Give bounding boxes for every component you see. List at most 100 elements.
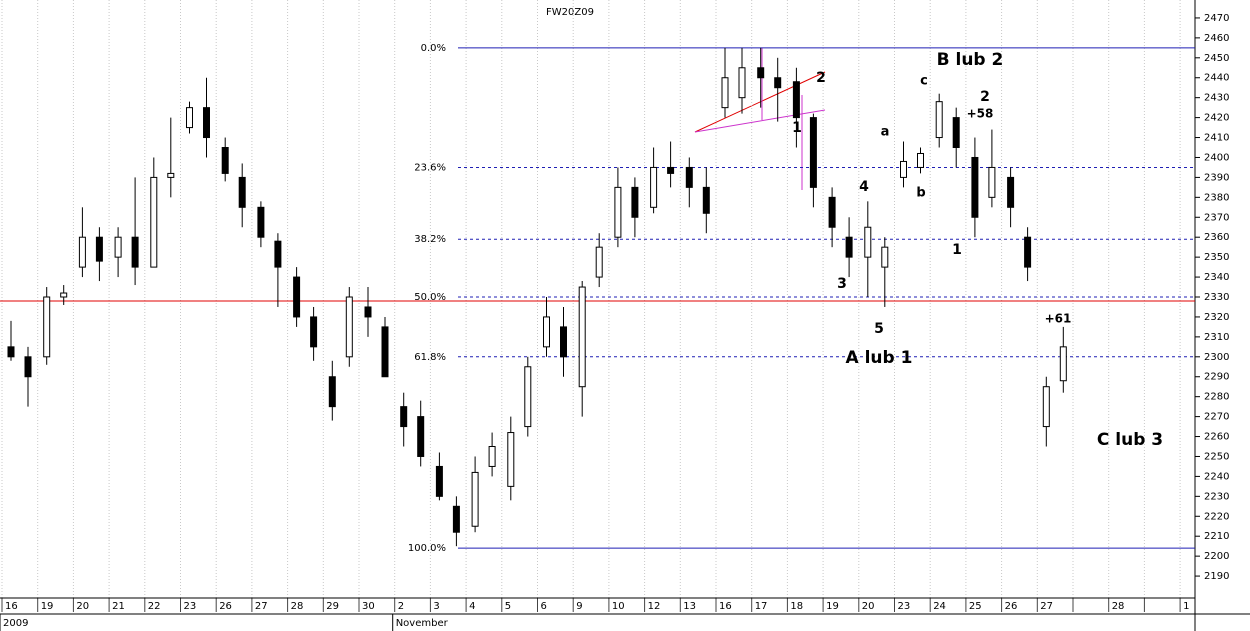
annotation: 1 (792, 120, 802, 136)
y-tick-label: 2430 (1204, 93, 1229, 104)
annotation: 1 (952, 242, 962, 258)
candle-body (864, 226, 872, 258)
x-tick-label: 2 (398, 601, 404, 612)
candle-body (114, 236, 122, 258)
y-tick-label: 2190 (1204, 571, 1229, 582)
x-tick-label: 22 (148, 601, 161, 612)
candle-body (1007, 176, 1015, 208)
annotation: +61 (1045, 312, 1072, 326)
y-tick-label: 2390 (1204, 172, 1229, 183)
trend-lines (694, 48, 826, 190)
x-tick-label: 24 (933, 601, 946, 612)
y-tick-label: 2370 (1204, 212, 1229, 223)
x-tick-label: 20 (862, 601, 875, 612)
candle-body (685, 166, 693, 188)
candle-body (328, 376, 336, 408)
annotation: 2 (816, 70, 826, 86)
y-tick-label: 2290 (1204, 372, 1229, 383)
candle-body (952, 117, 960, 149)
y-tick-label: 2210 (1204, 531, 1229, 542)
y-tick-label: 2320 (1204, 312, 1229, 323)
annotation: C lub 3 (1097, 430, 1163, 450)
y-tick-label: 2440 (1204, 73, 1229, 84)
candle-body (345, 296, 353, 358)
candle-body (221, 147, 229, 174)
annotation: a (881, 125, 890, 140)
y-tick-label: 2360 (1204, 232, 1229, 243)
candle-body (614, 186, 622, 238)
candle-body (95, 236, 103, 262)
candle-body (186, 107, 193, 129)
x-tick-label: 16 (719, 601, 732, 612)
y-tick-label: 2250 (1204, 451, 1229, 462)
candle-body (471, 471, 479, 527)
candle-body (381, 326, 389, 378)
x-tick-label: 13 (683, 601, 696, 612)
x-tick-label: 17 (755, 601, 768, 612)
x-tick-label: 28 (291, 601, 304, 612)
x-tick-label: 10 (612, 601, 625, 612)
candle-body (435, 465, 443, 497)
x-tick-label: 21 (112, 601, 125, 612)
candle-body (417, 416, 425, 457)
y-tick-label: 2230 (1204, 491, 1229, 502)
y-tick-label: 2410 (1204, 133, 1229, 144)
candle-body (203, 107, 210, 139)
candle-body (78, 236, 86, 268)
candle-body (809, 117, 817, 188)
annotation: 4 (859, 179, 869, 195)
candle-body (524, 366, 532, 428)
candle-body (167, 172, 175, 178)
candle-body (988, 166, 996, 198)
y-tick-label: 2420 (1204, 113, 1229, 124)
fib-level-label: 100.0% (408, 543, 446, 554)
x-tick-label: 12 (648, 601, 661, 612)
annotation: B lub 2 (937, 50, 1004, 70)
x-tick-label: 3 (433, 601, 439, 612)
candle-body (274, 240, 282, 268)
candle-body (702, 186, 710, 214)
annotation: 3 (837, 276, 847, 292)
annotation: A lub 1 (846, 348, 913, 368)
y-tick-label: 2400 (1204, 152, 1229, 163)
y-tick-label: 2240 (1204, 471, 1229, 482)
candle-body (631, 186, 639, 218)
candle-body (238, 176, 246, 208)
candle-body (971, 156, 979, 218)
period-label: November (396, 618, 449, 629)
candle-body (7, 346, 15, 358)
annotation: c (920, 74, 928, 89)
x-tick-label: 6 (541, 601, 547, 612)
candle-body (150, 176, 158, 268)
x-tick-label: 26 (219, 601, 232, 612)
fib-level-label: 38.2% (414, 234, 446, 245)
candle-body (774, 77, 782, 89)
candle-body (828, 196, 836, 228)
candle-body (1059, 346, 1067, 382)
candle-body (792, 81, 800, 119)
y-tick-label: 2330 (1204, 292, 1229, 303)
fib-level-label: 61.8% (414, 352, 446, 363)
x-tick-label: 23 (184, 601, 197, 612)
x-tick-label: 19 (826, 601, 839, 612)
candle-body (738, 67, 746, 99)
y-tick-label: 2300 (1204, 352, 1229, 363)
y-tick-label: 2380 (1204, 192, 1229, 203)
candle-body (881, 246, 889, 268)
y-tick-label: 2450 (1204, 53, 1229, 64)
x-tick-label: 30 (362, 601, 375, 612)
x-tick-label: 20 (76, 601, 89, 612)
x-tick-label: 27 (255, 601, 268, 612)
x-tick-label: 25 (969, 601, 982, 612)
candle-body (650, 166, 658, 208)
x-tick-label: 28 (1112, 601, 1125, 612)
x-tick-label: 4 (469, 601, 475, 612)
candle-body (917, 152, 924, 168)
x-tick-label: 18 (790, 601, 803, 612)
fib-level-label: 23.6% (414, 162, 446, 173)
y-tick-label: 2200 (1204, 551, 1229, 562)
annotation: 5 (874, 321, 884, 337)
candle-body (595, 246, 603, 278)
x-tick-label: 1 (1183, 601, 1189, 612)
